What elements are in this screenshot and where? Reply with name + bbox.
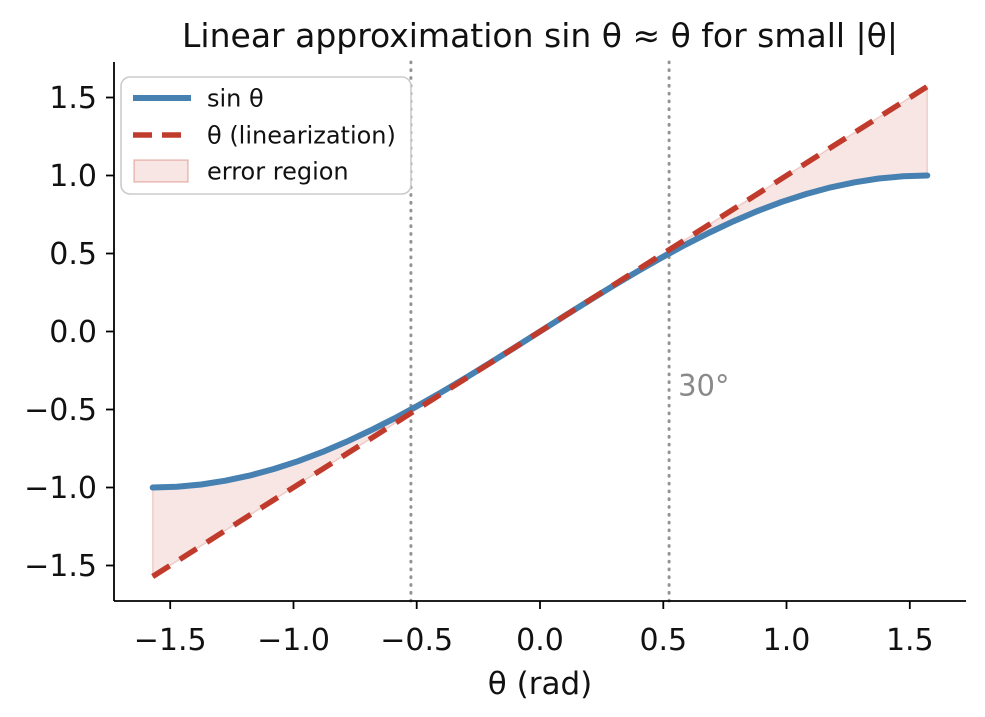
linearization-line [151,84,929,579]
angle-annotation: 30° [678,368,729,402]
y-tick-label: −1.0 [24,471,97,506]
x-tick-label: 0.5 [639,623,687,658]
x-tick-label: −1.0 [257,623,330,658]
y-tick-label: 0.0 [49,315,97,350]
x-tick-label: 1.5 [886,623,934,658]
legend-label-error-region: error region [207,158,349,186]
y-tick-label: −0.5 [24,393,97,428]
legend: sin θ θ (linearization) error region [120,76,412,195]
x-tick-label: 0.0 [516,623,564,658]
chart-title: Linear approximation sin θ ≈ θ for small… [182,16,898,55]
y-tick-label: −1.5 [24,549,97,584]
legend-label-sin: sin θ [207,85,264,113]
x-tick-label: −1.5 [134,623,207,658]
plot-area: −1.5 −1.0 −0.5 0.0 0.5 1.0 1.5 −1.5 −1.0 −0.5 0.0 0… [24,60,966,658]
x-axis-label: θ (rad) [488,666,592,702]
legend-error-region-swatch [133,159,189,183]
y-tick-label: 1.5 [49,81,97,116]
x-tick-label: 1.0 [763,623,811,658]
x-tick-label: −0.5 [380,623,453,658]
y-tick-label: 0.5 [49,237,97,272]
legend-label-linearization: θ (linearization) [207,122,396,150]
y-tick-label: 1.0 [49,159,97,194]
legend-box [120,76,412,195]
